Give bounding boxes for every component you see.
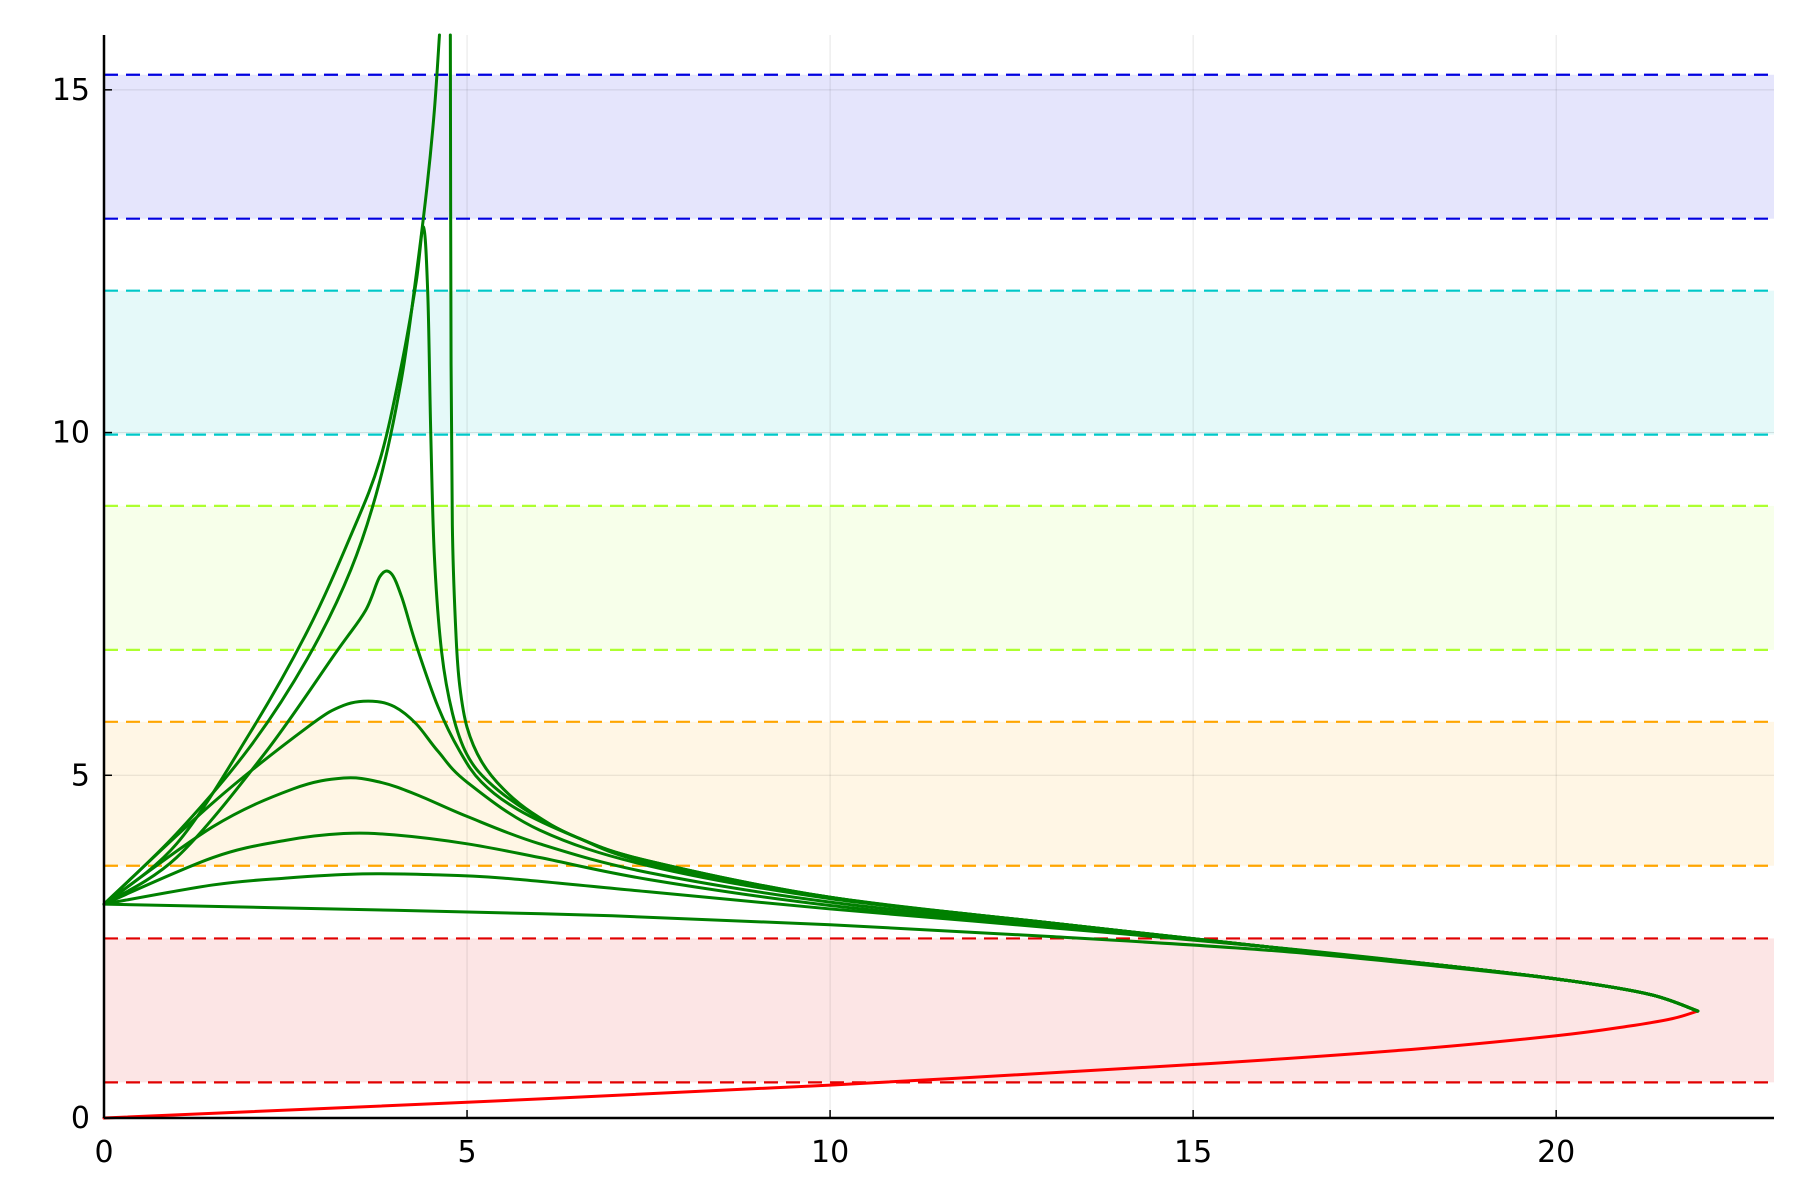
x-tick-label: 10 (811, 1135, 849, 1170)
x-tick-label: 15 (1174, 1135, 1212, 1170)
series-group (102, 33, 1700, 1120)
band-1 (104, 721, 1774, 866)
x-tick-label: 5 (457, 1135, 476, 1170)
series-line-8 (448, 33, 1700, 1013)
band-boundary-lines (104, 73, 1774, 1084)
y-tick-label: 10 (52, 416, 90, 451)
series-line-9 (102, 33, 441, 906)
y-tick-label: 15 (52, 73, 90, 108)
shaded-bands (104, 74, 1774, 1083)
y-tick-label: 5 (71, 758, 90, 793)
band-0 (104, 938, 1774, 1083)
band-3 (104, 290, 1774, 435)
band-2 (104, 505, 1774, 650)
tick-labels: 0 5 10 15 20 0 5 10 15 (52, 73, 1575, 1170)
y-tick-label: 0 (71, 1101, 90, 1136)
series-line-0 (102, 1009, 1700, 1120)
axes (102, 35, 1774, 1120)
grid (104, 35, 1774, 1118)
x-tick-label: 20 (1537, 1135, 1575, 1170)
band-4 (104, 74, 1774, 219)
x-tick-label: 0 (94, 1135, 113, 1170)
